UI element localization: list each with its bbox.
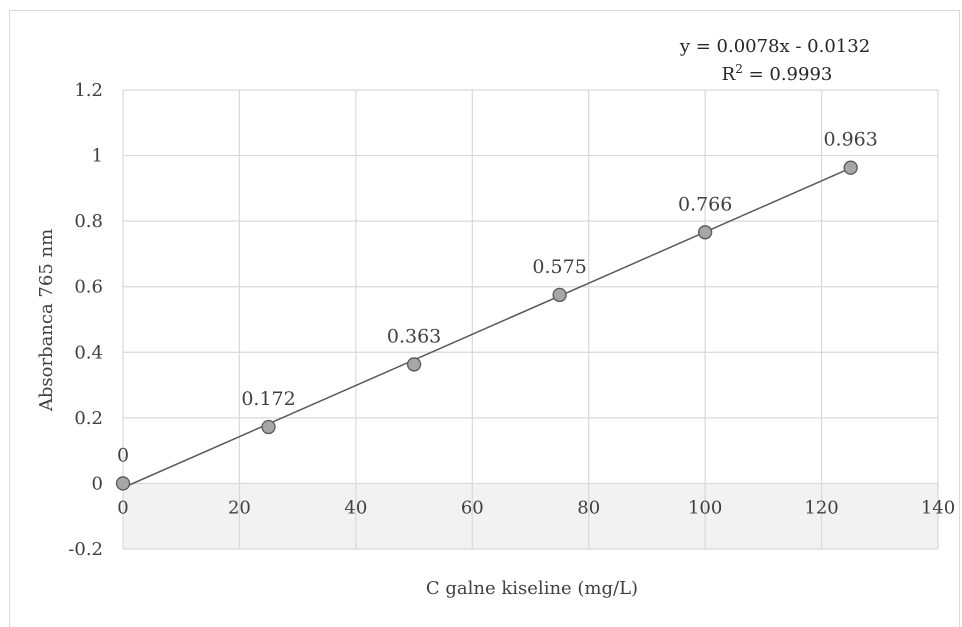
x-tick-label-40: 40 (344, 497, 367, 518)
y-tick-label-0.2: 0.2 (74, 408, 103, 429)
data-label-5: 0.963 (823, 129, 877, 151)
trendline-equation: y = 0.0078x - 0.0132 (679, 36, 870, 57)
x-tick-label-100: 100 (688, 497, 722, 518)
trendline (122, 167, 851, 489)
data-label-0: 0 (117, 444, 129, 466)
trendline-group (122, 167, 851, 489)
data-point-3 (552, 287, 567, 303)
y-tick-label-1: 1 (92, 146, 103, 167)
data-labels: 0 0.172 0.363 0.575 0.766 0.963 (117, 129, 878, 467)
x-tick-label-20: 20 (228, 497, 251, 518)
data-label-2: 0.363 (387, 325, 441, 347)
data-point-0 (115, 476, 131, 491)
x-tick-label-140: 140 (921, 497, 955, 518)
x-tick-label-80: 80 (577, 497, 600, 518)
gridlines (122, 89, 939, 550)
x-tick-label-60: 60 (461, 497, 484, 518)
data-point-2 (406, 357, 422, 372)
trendline-r-squared: R2 = 0.9993 (722, 62, 833, 85)
data-points (115, 160, 858, 491)
y-tick-label-1.2: 1.2 (74, 80, 103, 101)
data-point-4 (697, 225, 713, 240)
y-tick-label-0: 0 (92, 473, 103, 494)
y-tick-label-0.6: 0.6 (74, 277, 103, 298)
data-label-4: 0.766 (678, 193, 732, 215)
x-axis-title: C galne kiseline (mg/L) (426, 578, 638, 599)
y-tick-label-0.8: 0.8 (74, 211, 103, 232)
data-point-5 (843, 160, 858, 175)
data-label-1: 0.172 (241, 388, 295, 410)
x-tick-label-0: 0 (117, 497, 128, 518)
y-tick-label--0.2: -0.2 (68, 539, 103, 560)
y-axis-title: Absorbanca 765 nm (36, 229, 57, 412)
x-tick-label-120: 120 (804, 497, 838, 518)
data-point-1 (261, 419, 276, 435)
plot-area-lower-band (123, 483, 938, 549)
negative-region-band (123, 483, 938, 549)
data-label-3: 0.575 (532, 256, 586, 278)
y-tick-label-0.4: 0.4 (74, 342, 103, 363)
y-axis-tick-labels: 1.2 1 0.8 0.6 0.4 0.2 0 -0.2 (68, 80, 103, 560)
x-axis-tick-labels: 0 20 40 60 80 100 120 140 (117, 497, 955, 518)
